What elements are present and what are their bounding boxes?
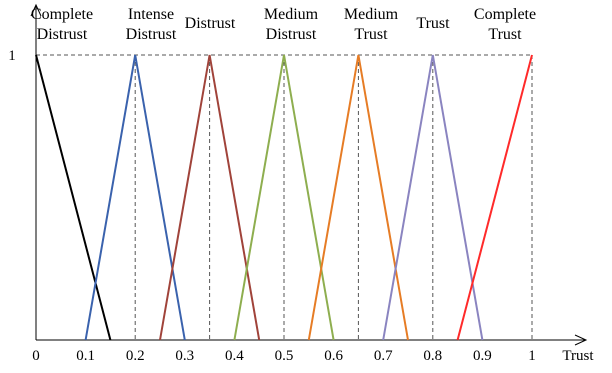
x-axis-label: Trust — [562, 348, 594, 364]
x-tick-label: 0 — [32, 348, 40, 364]
series-label-2: Distrust — [185, 15, 236, 32]
x-tick-label: 0.2 — [126, 348, 145, 364]
series-label-line: Distrust — [185, 15, 236, 32]
series-line-5 — [382, 54, 484, 341]
x-tick-label: 0.9 — [473, 348, 492, 364]
x-axis-arrow — [574, 334, 588, 346]
x-tick-label: 0.6 — [324, 348, 343, 364]
x-tick-label: 0.8 — [423, 348, 442, 364]
series-label-line: Distrust — [37, 26, 88, 43]
series-label-0: Complete Distrust — [31, 6, 93, 43]
series-label-line: Distrust — [126, 26, 177, 43]
series-label-line: Trust — [416, 15, 450, 32]
x-tick-label: 0.1 — [76, 348, 95, 364]
series-label-3: Medium Distrust — [264, 6, 319, 43]
x-tick-label: 0.3 — [175, 348, 194, 364]
y-tick-label: 1 — [8, 48, 16, 64]
series-label-4: Medium Trust — [344, 6, 399, 43]
x-tick-label: 0.5 — [275, 348, 294, 364]
series-label-line: Distrust — [266, 26, 317, 43]
series-label-line: Complete — [474, 6, 536, 23]
series-line-0 — [35, 54, 112, 341]
y-axis-arrow — [30, 3, 42, 17]
series-line-2 — [159, 54, 261, 341]
tick-labels: 0 0.1 0.2 0.3 0.4 0.5 0.6 0.7 0.8 0.9 1 Trust 1 — [8, 48, 594, 364]
series-label-line: Medium — [344, 6, 399, 23]
x-tick-label: 0.4 — [225, 348, 244, 364]
series-line-6 — [456, 54, 533, 341]
series-label-line: Medium — [264, 6, 319, 23]
series-label-line: Intense — [128, 6, 174, 23]
x-tick-label: 1 — [528, 348, 536, 364]
series-lines — [35, 54, 533, 341]
series-line-3 — [233, 54, 335, 341]
series-label-6: Complete Trust — [474, 6, 536, 43]
axes — [30, 3, 588, 346]
series-label-line: Trust — [488, 26, 522, 43]
series-label-1: Intense Distrust — [126, 6, 177, 43]
series-label-line: Complete — [31, 6, 93, 23]
series-label-5: Trust — [416, 15, 450, 32]
series-line-4 — [307, 54, 409, 341]
x-tick-label: 0.7 — [374, 348, 393, 364]
series-line-1 — [84, 54, 186, 341]
series-label-line: Trust — [354, 26, 388, 43]
